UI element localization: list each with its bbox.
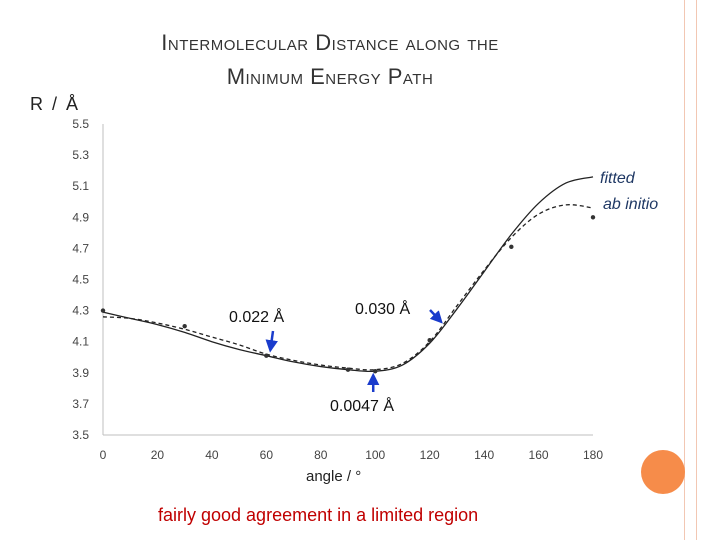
x-tick-label: 140 bbox=[474, 448, 494, 462]
y-tick-label: 5.1 bbox=[72, 179, 89, 193]
x-tick-label: 80 bbox=[314, 448, 328, 462]
y-tick-label: 4.7 bbox=[72, 241, 89, 255]
x-tick-label: 100 bbox=[365, 448, 385, 462]
y-tick-label: 4.3 bbox=[72, 304, 89, 318]
y-axis-label: R / Å bbox=[30, 94, 81, 114]
annotation-label: 0.022 Å bbox=[229, 307, 284, 326]
data-point bbox=[509, 244, 514, 250]
data-point bbox=[427, 337, 432, 343]
slide-caption: fairly good agreement in a limited regio… bbox=[158, 505, 479, 525]
y-tick-label: 4.1 bbox=[72, 335, 89, 349]
data-point bbox=[373, 369, 378, 374]
y-tick-label: 4.9 bbox=[72, 210, 89, 224]
x-tick-label: 20 bbox=[151, 448, 165, 462]
x-axis-label: angle / ° bbox=[306, 468, 362, 485]
data-point bbox=[345, 367, 351, 372]
title-line-2: Minimum Energy Path bbox=[226, 64, 434, 89]
x-tick-label: 180 bbox=[583, 448, 603, 462]
y-tick-label: 4.5 bbox=[72, 273, 89, 287]
series-line-ab-initio bbox=[102, 204, 594, 371]
series-line-fitted bbox=[102, 176, 594, 373]
y-tick-label: 5.3 bbox=[72, 148, 89, 162]
slide-title: Intermolecular Distance along the Minimu… bbox=[60, 26, 600, 94]
decorative-circle bbox=[641, 450, 685, 494]
y-tick-label: 3.9 bbox=[72, 366, 89, 380]
data-point bbox=[182, 323, 187, 329]
x-tick-label: 0 bbox=[100, 448, 107, 462]
right-border-line-outer bbox=[696, 0, 697, 540]
y-tick-label: 3.5 bbox=[72, 428, 89, 442]
data-point bbox=[264, 353, 269, 358]
x-tick-label: 40 bbox=[205, 448, 219, 462]
y-tick-label: 3.7 bbox=[72, 397, 89, 411]
annotation-arrow bbox=[429, 309, 443, 324]
legend-fitted: fitted bbox=[600, 170, 636, 187]
y-tick-label: 5.5 bbox=[72, 117, 89, 131]
data-point bbox=[100, 308, 106, 313]
x-tick-label: 160 bbox=[529, 448, 549, 462]
legend-ab-initio: ab initio bbox=[603, 196, 658, 213]
title-line-1: Intermolecular Distance along the bbox=[161, 30, 499, 55]
x-tick-label: 60 bbox=[260, 448, 274, 462]
data-point bbox=[590, 215, 596, 220]
right-border-line bbox=[684, 0, 685, 540]
x-tick-label: 120 bbox=[420, 448, 440, 462]
annotation-label: 0.030 Å bbox=[355, 299, 410, 318]
annotation-label: 0.0047 Å bbox=[330, 396, 394, 415]
annotation-arrow bbox=[265, 330, 278, 353]
